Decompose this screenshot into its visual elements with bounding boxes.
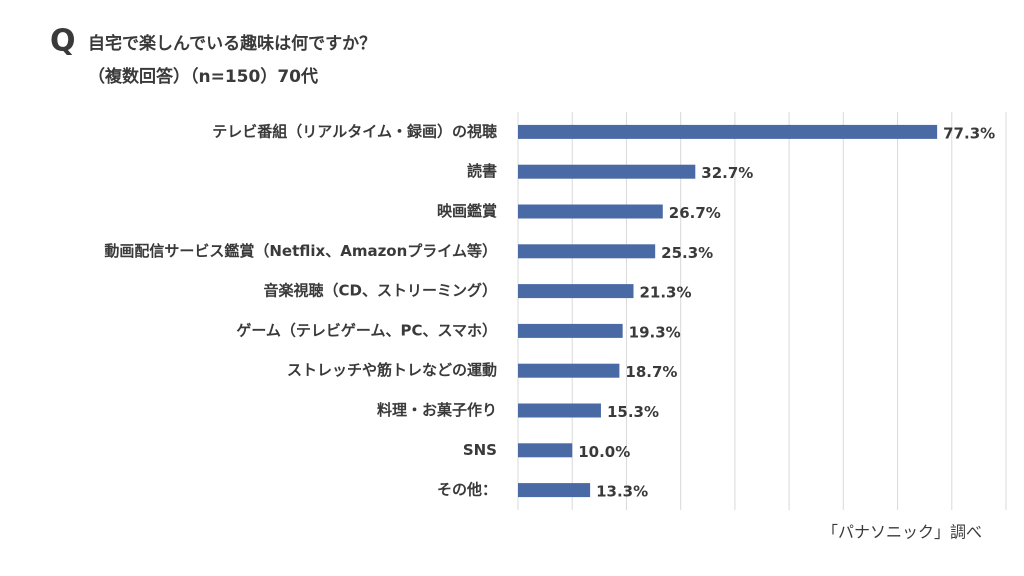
data-label: 13.3% [596, 483, 648, 501]
y-tick-label: 読書 [467, 162, 497, 180]
y-tick-label: その他： [437, 481, 497, 499]
chart-subtitle: （複数回答）（n=150）70代 [88, 66, 318, 87]
y-tick-label: テレビ番組（リアルタイム・録画）の視聴 [212, 122, 497, 140]
bar [518, 204, 663, 219]
data-label: 10.0% [578, 443, 630, 461]
y-tick-label: 料理・お菓子作り [377, 401, 497, 419]
bar [518, 483, 591, 498]
chart-title: 自宅で楽しんでいる趣味は何ですか？ [88, 33, 376, 54]
source: 「パナソニック」調べ [822, 523, 982, 542]
data-label: 32.7% [701, 164, 753, 182]
data-label: 18.7% [625, 363, 677, 381]
data-label: 21.3% [639, 284, 691, 302]
bar [518, 403, 601, 418]
data-label: 15.3% [607, 403, 659, 421]
y-tick-label: ゲーム（テレビゲーム、PC、スマホ） [236, 321, 497, 339]
y-tick-label: 映画鑑賞 [437, 202, 497, 220]
y-tick-label: 動画配信サービス鑑賞（Netflix、Amazonプライム等） [104, 242, 497, 260]
bar [518, 363, 620, 378]
y-tick-label: ストレッチや筋トレなどの運動 [287, 361, 497, 379]
data-label: 19.3% [629, 323, 681, 341]
data-label: 77.3% [943, 124, 995, 142]
bar [518, 164, 696, 179]
bar [518, 443, 573, 458]
y-tick-label: 音楽視聴（CD、ストリーミング） [264, 282, 497, 300]
bar [518, 284, 634, 299]
bar [518, 124, 938, 139]
y-tick-label: SNS [463, 441, 497, 459]
data-label: 25.3% [661, 244, 713, 262]
question-mark: Q [50, 24, 76, 59]
data-label: 26.7% [669, 204, 721, 222]
bar [518, 244, 656, 259]
bar [518, 323, 623, 338]
